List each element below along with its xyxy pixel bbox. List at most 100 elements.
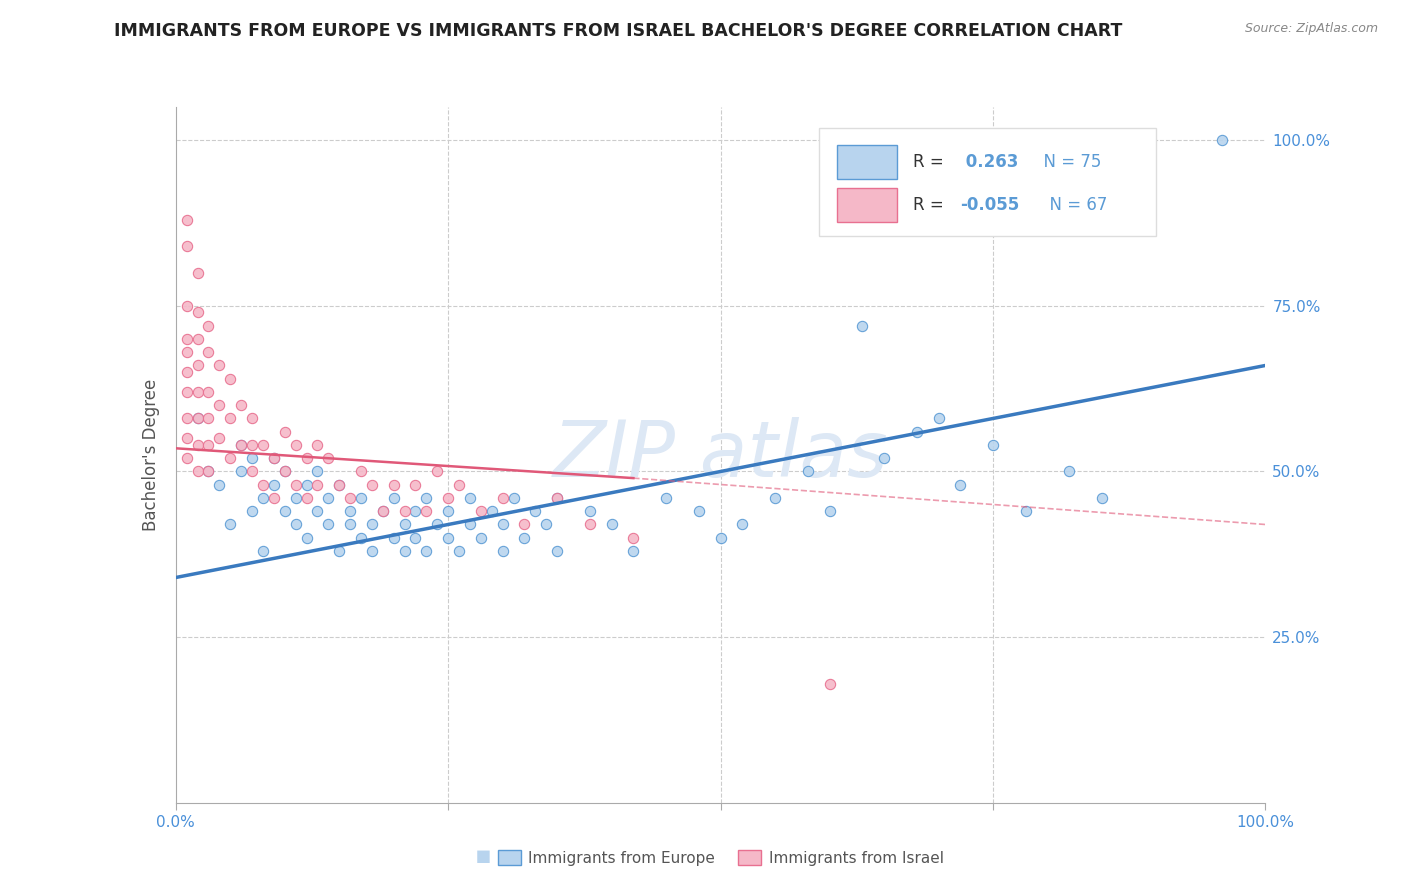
Point: [197, 465, 219, 479]
Point: [263, 491, 285, 505]
Point: [284, 491, 307, 505]
Point: [905, 425, 928, 439]
Text: -0.055: -0.055: [960, 196, 1019, 214]
FancyBboxPatch shape: [837, 188, 897, 222]
Point: [394, 504, 416, 518]
Point: [328, 477, 350, 491]
Point: [186, 465, 209, 479]
Text: N = 67: N = 67: [1039, 196, 1107, 214]
Point: [176, 431, 198, 445]
Point: [307, 438, 329, 452]
Point: [655, 491, 678, 505]
Point: [492, 517, 515, 532]
Point: [252, 491, 274, 505]
Point: [176, 384, 198, 399]
Point: [1091, 491, 1114, 505]
Point: [186, 438, 209, 452]
Point: [481, 504, 503, 518]
Point: [534, 517, 557, 532]
Point: [197, 411, 219, 425]
Y-axis label: Bachelor's Degree: Bachelor's Degree: [142, 379, 160, 531]
Point: [186, 266, 209, 280]
Point: [1211, 133, 1233, 147]
Point: [186, 359, 209, 373]
Point: [307, 477, 329, 491]
Point: [513, 517, 536, 532]
Point: [621, 544, 644, 558]
Text: R =: R =: [914, 196, 949, 214]
Point: [546, 491, 568, 505]
Point: [284, 438, 307, 452]
Point: [928, 411, 950, 425]
Point: [1057, 465, 1080, 479]
Point: [240, 451, 263, 466]
Point: [274, 504, 297, 518]
Point: [546, 491, 568, 505]
Point: [513, 531, 536, 545]
Point: [219, 517, 242, 532]
Text: 0.263: 0.263: [960, 153, 1019, 171]
Point: [176, 345, 198, 359]
Point: [394, 517, 416, 532]
Point: [307, 504, 329, 518]
Point: [186, 411, 209, 425]
Point: [492, 544, 515, 558]
Point: [252, 544, 274, 558]
Point: [818, 504, 841, 518]
Point: [405, 477, 427, 491]
Point: [186, 384, 209, 399]
Point: [688, 504, 710, 518]
Point: [981, 438, 1004, 452]
Point: [382, 531, 405, 545]
Point: [231, 398, 253, 412]
Point: [371, 504, 394, 518]
Point: [307, 465, 329, 479]
Point: [176, 239, 198, 253]
Point: [240, 438, 263, 452]
Point: [426, 517, 449, 532]
Point: [219, 372, 242, 386]
Point: [263, 451, 285, 466]
Point: [360, 544, 382, 558]
Point: [318, 451, 340, 466]
Point: [240, 465, 263, 479]
Point: [600, 517, 623, 532]
Point: [1015, 504, 1038, 518]
Point: [176, 411, 198, 425]
Point: [818, 676, 841, 690]
Text: IMMIGRANTS FROM EUROPE VS IMMIGRANTS FROM ISRAEL BACHELOR'S DEGREE CORRELATION C: IMMIGRANTS FROM EUROPE VS IMMIGRANTS FRO…: [114, 22, 1123, 40]
Point: [208, 359, 231, 373]
Point: [458, 517, 481, 532]
Point: [295, 491, 318, 505]
Point: [524, 504, 547, 518]
Point: [197, 384, 219, 399]
Point: [426, 465, 449, 479]
Point: [274, 425, 297, 439]
FancyBboxPatch shape: [837, 145, 897, 178]
Point: [350, 531, 373, 545]
Point: [208, 431, 231, 445]
Point: [284, 477, 307, 491]
Point: [796, 465, 818, 479]
Point: [176, 212, 198, 227]
Point: [219, 451, 242, 466]
Point: [176, 365, 198, 379]
Text: ▪: ▪: [475, 845, 492, 868]
Point: [274, 465, 297, 479]
Legend: Immigrants from Europe, Immigrants from Israel: Immigrants from Europe, Immigrants from …: [492, 844, 949, 871]
Point: [197, 465, 219, 479]
Point: [240, 411, 263, 425]
Point: [295, 531, 318, 545]
Point: [437, 531, 460, 545]
Point: [318, 491, 340, 505]
Point: [252, 438, 274, 452]
Point: [415, 504, 437, 518]
Point: [274, 465, 297, 479]
Point: [579, 504, 602, 518]
Text: ZIP atlas: ZIP atlas: [553, 417, 889, 493]
Point: [339, 504, 361, 518]
Point: [339, 517, 361, 532]
Point: [360, 517, 382, 532]
Point: [415, 491, 437, 505]
Point: [318, 517, 340, 532]
